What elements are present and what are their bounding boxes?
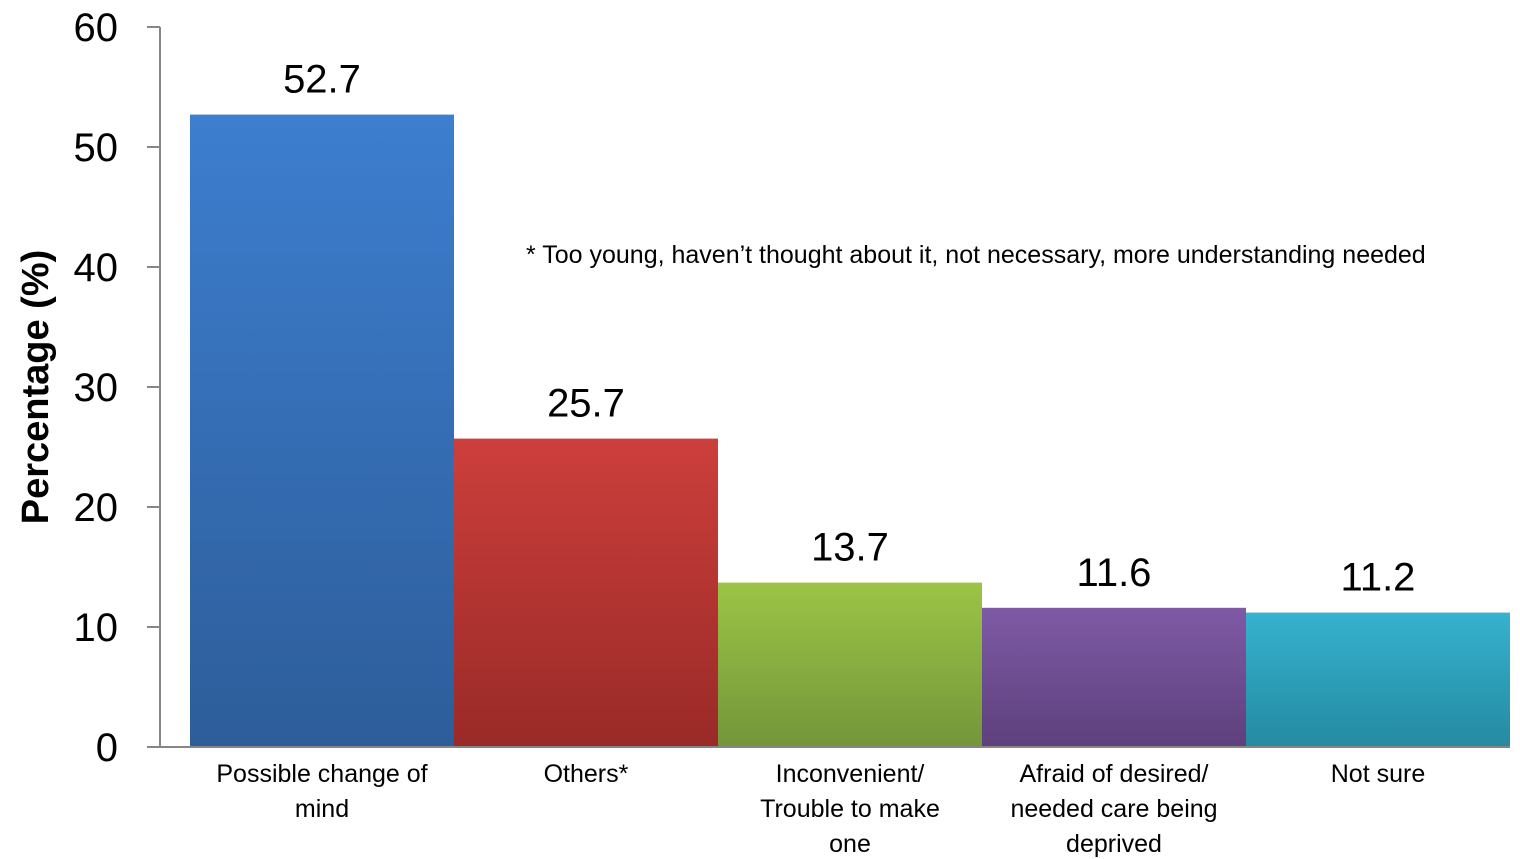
bar — [982, 607, 1246, 747]
y-tick-label: 50 — [74, 126, 119, 170]
bar-value-label: 13.7 — [811, 526, 889, 570]
y-tick-label: 0 — [96, 726, 118, 770]
x-category-label: Others* — [544, 760, 629, 788]
y-tick-label: 40 — [74, 246, 119, 290]
bars-group — [190, 114, 1510, 748]
y-tick-label: 10 — [74, 606, 119, 650]
category-labels-group: Possible change of mind Others* Inconvenien… — [216, 760, 1425, 858]
bar — [1246, 612, 1510, 747]
y-axis-title: Percentage (%) — [15, 250, 57, 525]
bar-value-label: 11.2 — [1341, 556, 1416, 600]
x-category-label: Inconvenient/Trouble to make one — [760, 760, 940, 858]
bar — [190, 114, 454, 748]
x-category-label: Not sure — [1331, 760, 1425, 788]
bar-value-label: 11.6 — [1077, 551, 1152, 595]
value-labels-group: 52.7 25.7 13.7 11.6 11.2 — [283, 58, 1415, 600]
y-ticks-group: 0 10 20 30 40 50 60 — [74, 6, 160, 770]
bar-value-label: 52.7 — [283, 58, 361, 102]
bar-value-label: 25.7 — [547, 382, 625, 426]
y-tick-label: 60 — [74, 6, 119, 50]
bar — [454, 438, 718, 747]
chart-annotation: * Too young, haven’t thought about it, n… — [526, 241, 1426, 269]
x-category-label: Possible change of mind — [216, 760, 427, 823]
y-tick-label: 20 — [74, 486, 119, 530]
bar — [718, 582, 982, 747]
x-category-label: Afraid of desired/needed care being depri… — [1010, 760, 1217, 858]
y-tick-label: 30 — [74, 366, 119, 410]
